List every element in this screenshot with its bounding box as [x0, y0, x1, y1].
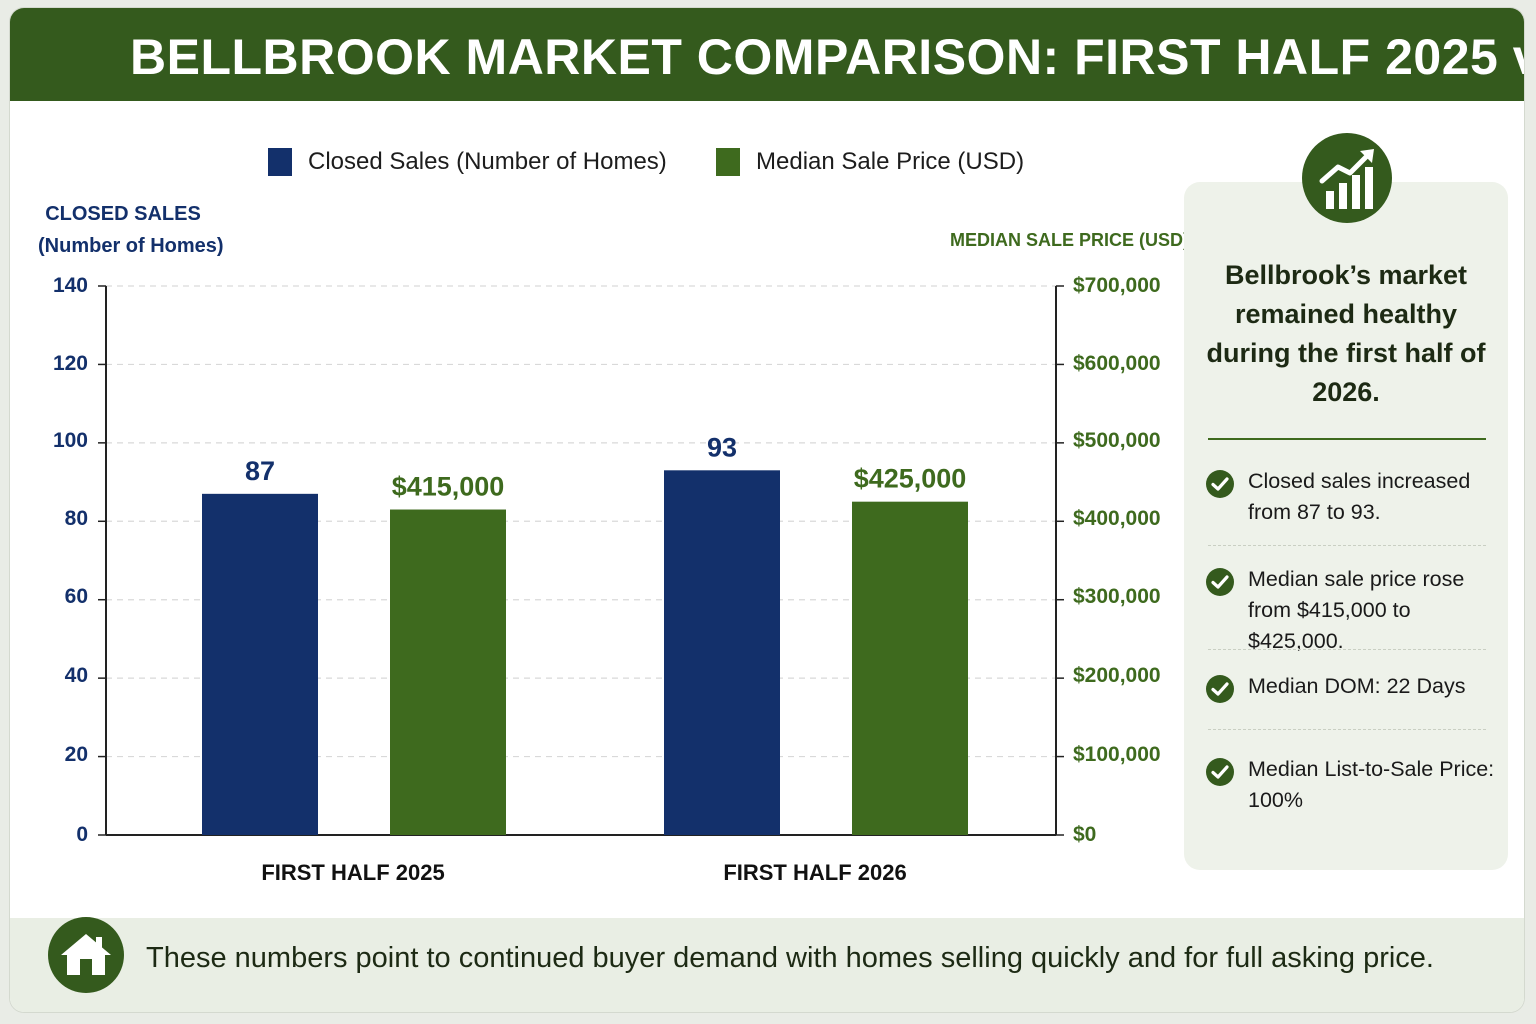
page-title: BELLBROOK MARKET COMPARISON: FIRST HALF …	[130, 29, 1524, 85]
left-tick-label: 20	[64, 743, 88, 766]
left-axis-title-line1: CLOSED SALES	[45, 203, 201, 225]
bar-chart: 87 $415,000 FIRST HALF 2025 93 $425,000 FIRST…	[98, 285, 1064, 885]
bar-closed-sales	[202, 493, 318, 835]
fact-divider	[1208, 729, 1486, 730]
bar-closed-sales	[664, 470, 780, 835]
fact-text: Closed sales increased from 87 to 93.	[1248, 469, 1471, 524]
data-label: 93	[707, 432, 737, 462]
left-tick-label: 100	[52, 429, 88, 452]
left-axis-title-line2: (Number of Homes)	[38, 235, 224, 257]
growth-chart-icon	[1302, 133, 1392, 223]
fact-divider	[1208, 649, 1486, 650]
left-tick-label: 40	[64, 664, 88, 687]
data-label: 87	[245, 456, 275, 486]
summary-divider	[1208, 438, 1486, 440]
legend-item-closed-sales: Closed Sales (Number of Homes)	[268, 148, 667, 176]
left-tick-label: 80	[64, 507, 88, 530]
legend-swatch-median-price	[716, 148, 740, 176]
right-tick-label: $200,000	[1073, 664, 1161, 687]
left-tick-label: 120	[52, 352, 88, 375]
right-tick-label: $400,000	[1073, 507, 1161, 530]
right-tick-label: $100,000	[1073, 743, 1161, 766]
header-bar: BELLBROOK MARKET COMPARISON: FIRST HALF …	[10, 8, 1524, 101]
right-tick-label: $0	[1073, 823, 1097, 846]
left-axis-title: CLOSED SALES (Number of Homes)	[38, 198, 224, 262]
x-tick-label: FIRST HALF 2026	[723, 860, 906, 885]
check-icon	[1206, 470, 1234, 498]
right-axis-title: MEDIAN SALE PRICE (USD)	[950, 230, 1190, 250]
data-label: $425,000	[854, 464, 967, 494]
house-icon	[48, 917, 124, 993]
check-icon	[1206, 675, 1234, 703]
fact-divider	[1208, 545, 1486, 546]
summary-heading: Bellbrook’s market remained healthy duri…	[1206, 260, 1486, 407]
left-tick-label: 140	[52, 274, 88, 297]
right-tick-label: $600,000	[1073, 352, 1161, 375]
legend-label-median-price: Median Sale Price (USD)	[756, 148, 1025, 175]
right-tick-label: $300,000	[1073, 585, 1161, 608]
fact-text: Median sale price rose from $415,000 to …	[1248, 567, 1465, 653]
fact-text: Median List-to-Sale Price: 100%	[1248, 757, 1495, 812]
bar-median-price	[390, 509, 506, 835]
data-label: $415,000	[392, 472, 505, 502]
x-tick-label: FIRST HALF 2025	[261, 860, 444, 885]
left-tick-label: 60	[64, 585, 88, 608]
right-tick-label: $500,000	[1073, 429, 1161, 452]
check-icon	[1206, 568, 1234, 596]
bar-median-price	[852, 501, 968, 835]
right-tick-label: $700,000	[1073, 274, 1161, 297]
fact-text: Median DOM: 22 Days	[1248, 674, 1466, 698]
summary-panel	[1184, 182, 1508, 870]
infographic-card: BELLBROOK MARKET COMPARISON: FIRST HALF …	[10, 8, 1524, 1012]
legend-item-median-price: Median Sale Price (USD)	[716, 148, 1024, 176]
legend-swatch-closed-sales	[268, 148, 292, 176]
left-tick-label: 0	[76, 823, 88, 846]
legend-label-closed-sales: Closed Sales (Number of Homes)	[308, 148, 667, 175]
footer-bar	[10, 918, 1524, 1012]
footer-text: These numbers point to continued buyer d…	[146, 942, 1434, 974]
check-icon	[1206, 758, 1234, 786]
